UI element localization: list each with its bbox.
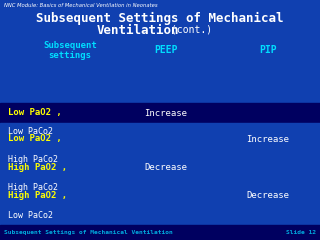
Text: High PaCo2: High PaCo2 <box>8 155 58 164</box>
Text: Low PaCo2: Low PaCo2 <box>8 211 53 221</box>
Bar <box>0 38 320 62</box>
Text: PEEP: PEEP <box>154 45 178 55</box>
Text: Low PaO2 ,: Low PaO2 , <box>8 134 62 144</box>
Text: Subsequent Settings of Mechanical Ventilation: Subsequent Settings of Mechanical Ventil… <box>4 230 173 235</box>
Text: settings: settings <box>49 52 92 60</box>
Text: Subsequent Settings of Mechanical: Subsequent Settings of Mechanical <box>36 12 284 25</box>
Text: Low PaCo2: Low PaCo2 <box>8 127 53 136</box>
Text: Ventilation: Ventilation <box>97 24 179 37</box>
Text: Subsequent: Subsequent <box>43 41 97 49</box>
Text: NNC Module: Basics of Mechanical Ventilation in Neonates: NNC Module: Basics of Mechanical Ventila… <box>4 3 158 8</box>
Text: Increase: Increase <box>246 134 290 144</box>
Text: Low PaO2 ,: Low PaO2 , <box>8 108 62 118</box>
Bar <box>0 225 320 240</box>
Text: High PaCo2: High PaCo2 <box>8 183 58 192</box>
Bar <box>0 103 320 123</box>
Text: High PaO2 ,: High PaO2 , <box>8 191 67 199</box>
Text: Increase: Increase <box>145 108 188 118</box>
Text: (cont.): (cont.) <box>172 24 212 34</box>
Text: Decrease: Decrease <box>246 191 290 199</box>
Bar <box>0 151 320 179</box>
Text: PIP: PIP <box>259 45 277 55</box>
Bar <box>0 123 320 151</box>
Text: Slide 12: Slide 12 <box>286 230 316 235</box>
Bar <box>0 179 320 207</box>
Text: Decrease: Decrease <box>145 162 188 172</box>
Text: High PaO2 ,: High PaO2 , <box>8 162 67 172</box>
Bar <box>0 207 320 225</box>
